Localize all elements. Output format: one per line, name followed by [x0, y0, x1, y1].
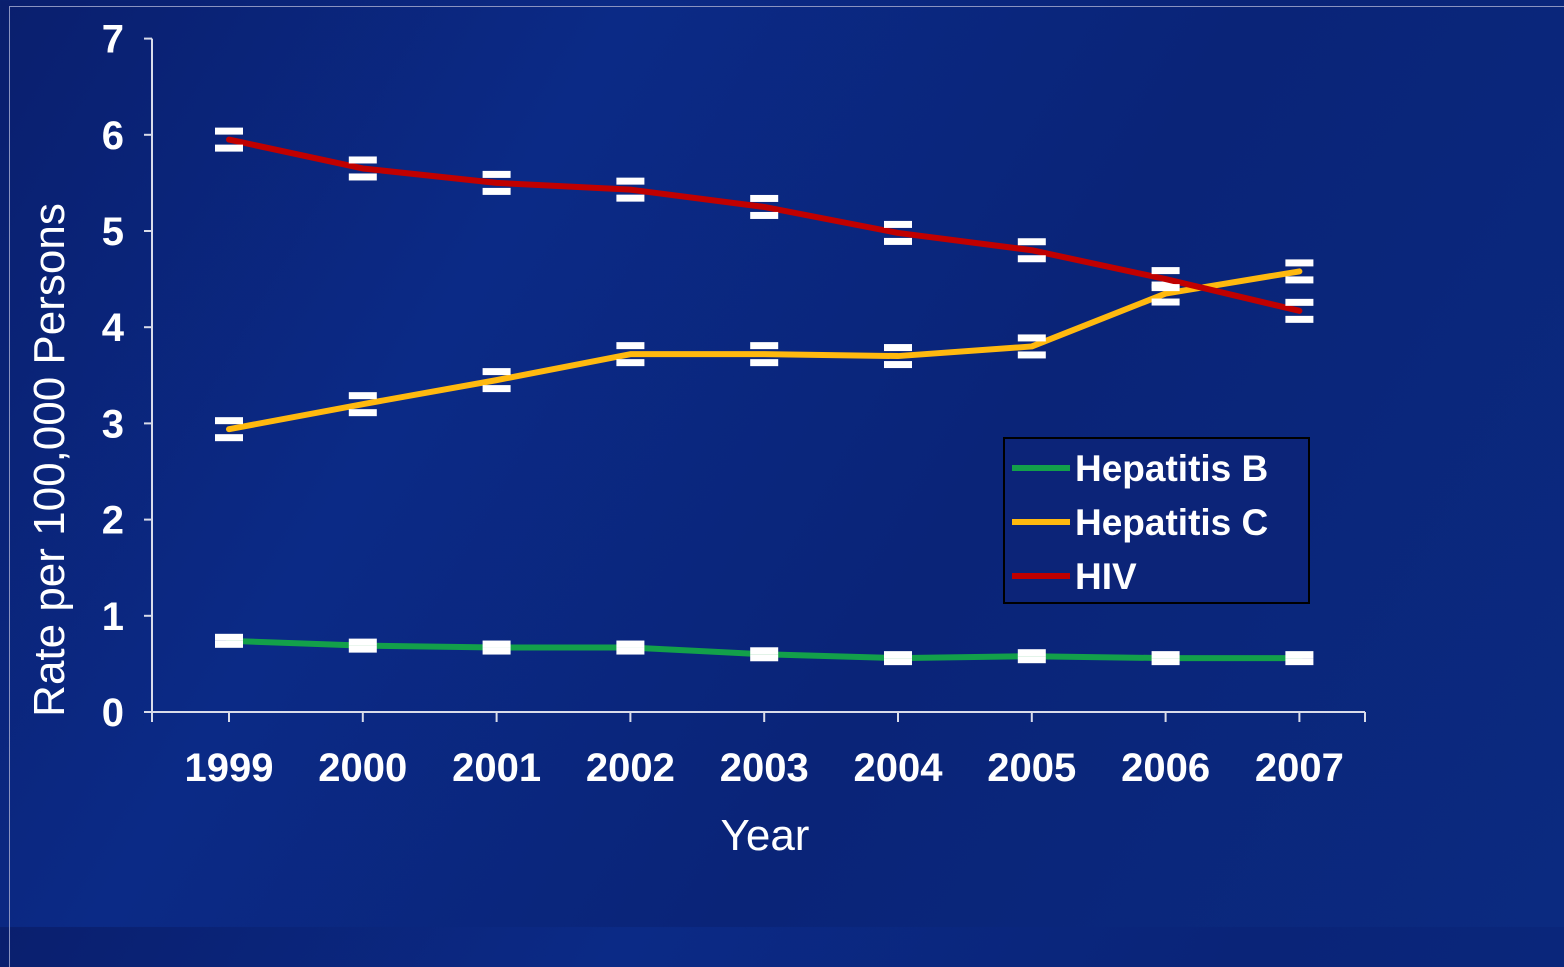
- error-bar-cap: [616, 194, 645, 202]
- error-bar-cap: [616, 177, 645, 185]
- series-layer: [215, 127, 1314, 666]
- error-bar-cap: [750, 359, 779, 367]
- y-tick-label: 4: [102, 306, 125, 350]
- error-bar-cap: [348, 392, 377, 400]
- error-bar-cap: [215, 144, 243, 152]
- x-tick-label: 2001: [452, 746, 541, 790]
- error-bar-cap: [616, 342, 645, 350]
- y-tick-label: 2: [102, 499, 124, 543]
- error-bar-cap: [1151, 651, 1180, 659]
- error-bar-cap: [1017, 656, 1046, 664]
- error-bar-cap: [750, 194, 779, 202]
- series-hepatitis-c: [215, 259, 1314, 442]
- x-tick-label: 2000: [318, 746, 407, 790]
- error-bar-cap: [1017, 351, 1046, 359]
- error-bar-cap: [482, 170, 511, 178]
- error-bar-cap: [1285, 315, 1314, 323]
- error-bar-cap: [348, 173, 377, 181]
- series-line: [226, 268, 1303, 433]
- error-bar-cap: [616, 647, 645, 655]
- error-bar-cap: [215, 127, 243, 135]
- legend-label: Hepatitis C: [1075, 502, 1268, 543]
- x-tick-label: 2006: [1121, 746, 1210, 790]
- y-tick-label: 7: [102, 18, 124, 62]
- error-bar-cap: [1285, 259, 1314, 267]
- error-bar-cap: [750, 647, 779, 655]
- error-bar-cap: [482, 368, 511, 376]
- error-bar-cap: [1151, 267, 1180, 275]
- slide-frame: [9, 6, 1564, 967]
- error-bar-cap: [348, 638, 377, 646]
- error-bar-cap: [1151, 658, 1180, 666]
- x-tick-label: 2007: [1255, 746, 1344, 790]
- error-bar-cap: [616, 359, 645, 367]
- x-tick-label: 2004: [854, 746, 944, 790]
- error-bar-cap: [884, 237, 912, 245]
- error-bar-cap: [348, 645, 377, 653]
- error-bar-cap: [1017, 334, 1046, 342]
- y-tick-label: 0: [102, 691, 124, 735]
- axes: [144, 37, 1366, 722]
- error-bar-cap: [482, 187, 511, 195]
- error-bar-cap: [1151, 298, 1180, 306]
- error-bar-cap: [215, 633, 243, 641]
- axis-labels: 0 1 2 3 4 5 6 7 1999 2000 2001 2002 2003 2004 2005 2006…: [102, 18, 1344, 790]
- error-bar-cap: [750, 211, 779, 219]
- y-tick-label: 5: [102, 210, 124, 254]
- error-bar-cap: [1017, 255, 1046, 263]
- series-line: [226, 136, 1303, 314]
- error-bar-cap: [482, 647, 511, 655]
- series-hiv: [215, 127, 1314, 323]
- x-tick-label: 1999: [185, 746, 274, 790]
- y-tick-label: 3: [102, 402, 124, 446]
- error-bar-cap: [1285, 276, 1314, 284]
- legend-label: HIV: [1075, 556, 1137, 597]
- error-bar-cap: [750, 654, 779, 662]
- slide-background: 0 1 2 3 4 5 6 7 1999 2000 2001 2002 2003 2004 2005 2006…: [9, 6, 1564, 967]
- error-bar-cap: [1285, 658, 1314, 666]
- x-axis-title: Year: [721, 811, 810, 860]
- x-tick-label: 2005: [987, 746, 1076, 790]
- error-bar-cap: [348, 409, 377, 417]
- error-bar-cap: [215, 640, 243, 648]
- error-bar-cap: [1151, 284, 1180, 292]
- error-bar-cap: [884, 658, 912, 666]
- error-bar-cap: [884, 220, 912, 228]
- error-bar-cap: [482, 640, 511, 648]
- y-axis-title: Rate per 100,000 Persons: [25, 203, 74, 717]
- y-tick-label: 1: [102, 595, 124, 639]
- error-bar-cap: [616, 640, 645, 648]
- legend-label: Hepatitis B: [1075, 448, 1268, 489]
- error-bar-cap: [1017, 238, 1046, 246]
- error-bar-cap: [348, 156, 377, 164]
- line-chart: 0 1 2 3 4 5 6 7 1999 2000 2001 2002 2003 2004 2005 2006…: [25, 18, 1366, 860]
- legend: Hepatitis B Hepatitis C HIV: [1003, 437, 1310, 604]
- error-bar-cap: [884, 651, 912, 659]
- error-bar-cap: [215, 434, 243, 442]
- error-bar-cap: [215, 417, 243, 425]
- error-bar-cap: [750, 342, 779, 350]
- x-tick-label: 2003: [720, 746, 809, 790]
- error-bar-cap: [482, 385, 511, 393]
- error-bar-cap: [884, 344, 912, 352]
- error-bar-cap: [884, 361, 912, 369]
- x-tick-label: 2002: [586, 746, 675, 790]
- error-bar-cap: [1017, 649, 1046, 657]
- error-bar-cap: [1285, 298, 1314, 306]
- error-bar-cap: [1285, 651, 1314, 659]
- y-tick-label: 6: [102, 114, 124, 158]
- series-hepatitis-b: [215, 633, 1314, 666]
